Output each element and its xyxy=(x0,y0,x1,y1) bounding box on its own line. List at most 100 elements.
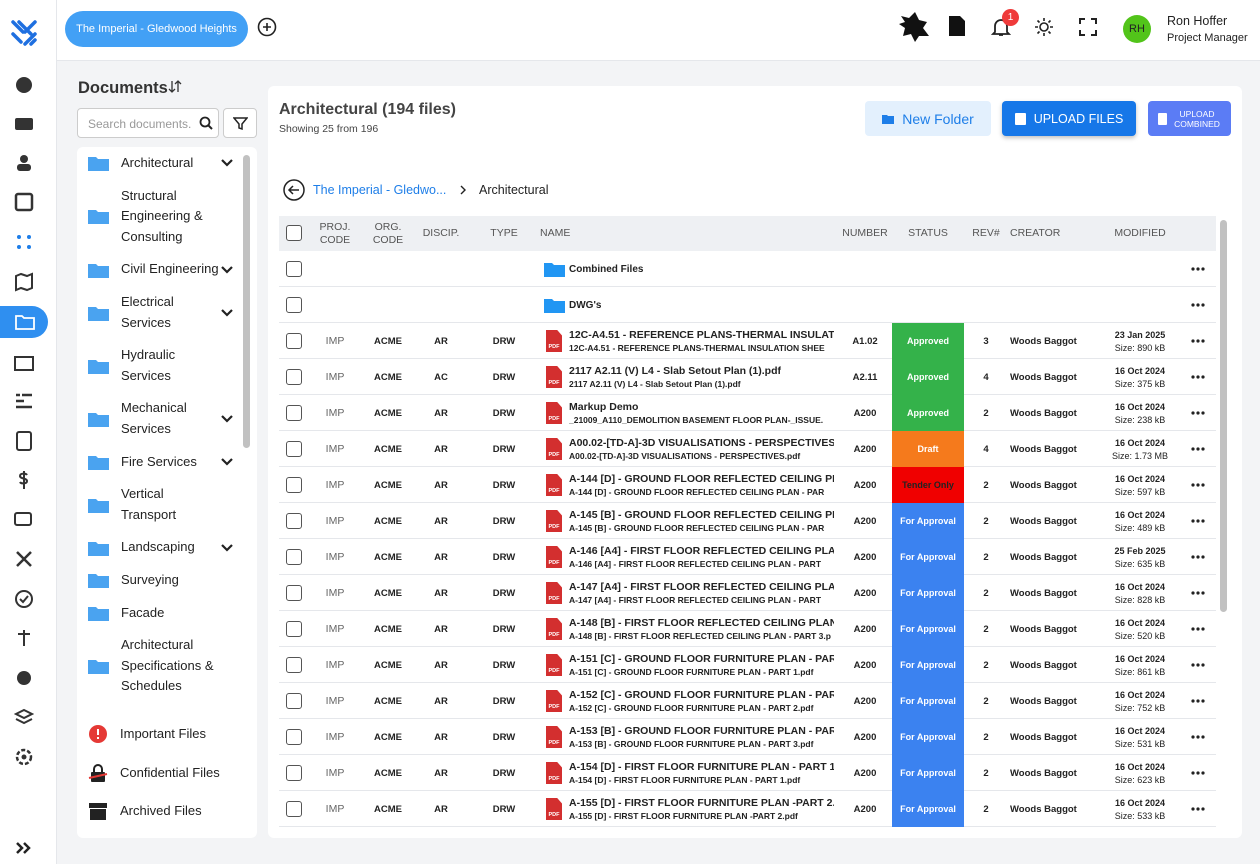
nav-layers[interactable] xyxy=(14,707,34,727)
row-checkbox[interactable] xyxy=(286,729,302,745)
filter-button[interactable] xyxy=(223,108,257,138)
file-row[interactable]: IMP ACME AR DRW PDF A-145 [B] - GROUND FLOOR … xyxy=(279,503,1216,539)
file-name: A-146 [A4] - FIRST FLOOR REFLECTED CEILI… xyxy=(569,559,822,569)
theme-toggle[interactable] xyxy=(1034,17,1054,37)
file-row[interactable]: IMP ACME AR DRW PDF A-153 [B] - GROUND FLOOR … xyxy=(279,719,1216,755)
file-row[interactable]: IMP ACME AR DRW PDF A-148 [B] - FIRST FLOOR R… xyxy=(279,611,1216,647)
folder-row[interactable]: Combined Files xyxy=(279,251,1216,287)
folder-row[interactable]: DWG's xyxy=(279,287,1216,323)
nav-calc[interactable] xyxy=(14,431,34,451)
row-checkbox[interactable] xyxy=(286,369,302,385)
folder-item[interactable]: Architectural Specifications & Schedules xyxy=(77,629,257,703)
file-row[interactable]: IMP ACME AR DRW PDF A-155 [D] - FIRST FLOOR F… xyxy=(279,791,1216,827)
nav-timer[interactable] xyxy=(14,667,34,687)
new-folder-button[interactable]: New Folder xyxy=(865,101,991,136)
row-checkbox[interactable] xyxy=(286,441,302,457)
row-menu[interactable] xyxy=(1191,699,1205,703)
special-item[interactable]: Archived Files xyxy=(77,792,257,831)
file-row[interactable]: IMP ACME AR DRW PDF A-154 [D] - FIRST FLOOR F… xyxy=(279,755,1216,791)
nav-team[interactable] xyxy=(14,153,34,173)
row-checkbox[interactable] xyxy=(286,765,302,781)
folder-item[interactable]: Architectural xyxy=(77,147,257,180)
row-checkbox[interactable] xyxy=(286,693,302,709)
nav-dashboard[interactable] xyxy=(14,75,34,95)
row-checkbox[interactable] xyxy=(286,261,302,277)
folder-item[interactable]: Mechanical Services xyxy=(77,392,257,445)
folder-item[interactable]: Landscaping xyxy=(77,531,257,564)
special-item[interactable]: Important Files xyxy=(77,715,257,754)
folder-item[interactable]: Reports xyxy=(77,703,257,712)
row-checkbox[interactable] xyxy=(286,657,302,673)
add-project[interactable] xyxy=(257,17,277,37)
nav-checks[interactable] xyxy=(14,589,34,609)
folder-item[interactable]: Facade xyxy=(77,597,257,630)
row-menu[interactable] xyxy=(1191,807,1205,811)
row-menu[interactable] xyxy=(1191,411,1205,415)
nav-apps[interactable] xyxy=(14,232,34,252)
folder-item[interactable]: Fire Services xyxy=(77,446,257,479)
search-box[interactable]: Search documents... xyxy=(77,108,219,138)
folder-item[interactable]: Vertical Transport xyxy=(77,478,257,531)
row-menu[interactable] xyxy=(1191,591,1205,595)
row-checkbox[interactable] xyxy=(286,801,302,817)
back-button[interactable] xyxy=(283,179,305,201)
row-menu[interactable] xyxy=(1191,447,1205,451)
row-checkbox[interactable] xyxy=(286,333,302,349)
nav-inbox[interactable] xyxy=(14,114,34,134)
file-row[interactable]: IMP ACME AR DRW PDF Markup Demo _21009_A110_DE… xyxy=(279,395,1216,431)
nav-documents-active[interactable] xyxy=(0,306,48,338)
folder-item[interactable]: Electrical Services xyxy=(77,286,257,339)
upload-files-button[interactable]: UPLOAD FILES xyxy=(1002,101,1136,136)
folder-item[interactable]: Structural Engineering & Consulting xyxy=(77,180,257,254)
file-row[interactable]: IMP ACME AR DRW PDF A-152 [C] - GROUND FLOOR … xyxy=(279,683,1216,719)
nav-tools[interactable] xyxy=(14,549,34,569)
row-menu[interactable] xyxy=(1191,627,1205,631)
upload-combined-button[interactable]: UPLOAD COMBINED xyxy=(1148,101,1231,136)
sort-toggle[interactable] xyxy=(168,80,182,94)
pdf-tool[interactable] xyxy=(948,15,966,37)
nav-finance[interactable] xyxy=(14,470,34,490)
row-menu[interactable] xyxy=(1191,375,1205,379)
nav-expand[interactable] xyxy=(14,838,34,858)
row-menu[interactable] xyxy=(1191,339,1205,343)
file-row[interactable]: IMP ACME AR DRW PDF A-144 [D] - GROUND FLOOR … xyxy=(279,467,1216,503)
folder-item[interactable]: Surveying xyxy=(77,564,257,597)
row-menu[interactable] xyxy=(1191,267,1205,271)
nav-board[interactable] xyxy=(14,192,34,212)
folder-item[interactable]: Hydraulic Services xyxy=(77,339,257,392)
nav-list[interactable] xyxy=(14,392,34,412)
row-menu[interactable] xyxy=(1191,663,1205,667)
special-item[interactable]: Confidential Files xyxy=(77,754,257,793)
file-row[interactable]: IMP ACME AR DRW PDF A00.02-[TD-A]-3D VISUALIS… xyxy=(279,431,1216,467)
nav-crane[interactable] xyxy=(14,628,34,648)
file-row[interactable]: IMP ACME AR DRW PDF 12C-A4.51 - REFERENCE PLA… xyxy=(279,323,1216,359)
project-selector[interactable]: The Imperial - Gledwood Heights xyxy=(65,11,248,47)
breadcrumb-link[interactable]: The Imperial - Gledwo... xyxy=(313,183,447,197)
folder-item[interactable]: Civil Engineering xyxy=(77,253,257,286)
cell-type: DRW xyxy=(492,659,516,671)
row-menu[interactable] xyxy=(1191,483,1205,487)
row-menu[interactable] xyxy=(1191,555,1205,559)
row-checkbox[interactable] xyxy=(286,513,302,529)
row-menu[interactable] xyxy=(1191,735,1205,739)
nav-map[interactable] xyxy=(14,272,34,292)
row-checkbox[interactable] xyxy=(286,405,302,421)
file-row[interactable]: IMP ACME AR DRW PDF A-151 [C] - GROUND FLOOR … xyxy=(279,647,1216,683)
file-row[interactable]: IMP ACME AR DRW PDF A-147 [A4] - FIRST FLOOR … xyxy=(279,575,1216,611)
avatar[interactable]: RH xyxy=(1123,15,1151,43)
nav-settings[interactable] xyxy=(14,747,34,767)
nav-invoice[interactable] xyxy=(14,509,34,529)
row-checkbox[interactable] xyxy=(286,585,302,601)
row-checkbox[interactable] xyxy=(286,549,302,565)
file-row[interactable]: IMP ACME AC DRW PDF 2117 A2.11 (V) L4 - Slab … xyxy=(279,359,1216,395)
row-menu[interactable] xyxy=(1191,519,1205,523)
row-menu[interactable] xyxy=(1191,771,1205,775)
row-checkbox[interactable] xyxy=(286,621,302,637)
row-checkbox[interactable] xyxy=(286,297,302,313)
fullscreen[interactable] xyxy=(1079,18,1097,36)
row-checkbox[interactable] xyxy=(286,477,302,493)
row-menu[interactable] xyxy=(1191,303,1205,307)
nav-mail[interactable] xyxy=(14,353,34,373)
file-row[interactable]: IMP ACME AR DRW PDF A-146 [A4] - FIRST FLOOR … xyxy=(279,539,1216,575)
select-all[interactable] xyxy=(286,225,302,241)
